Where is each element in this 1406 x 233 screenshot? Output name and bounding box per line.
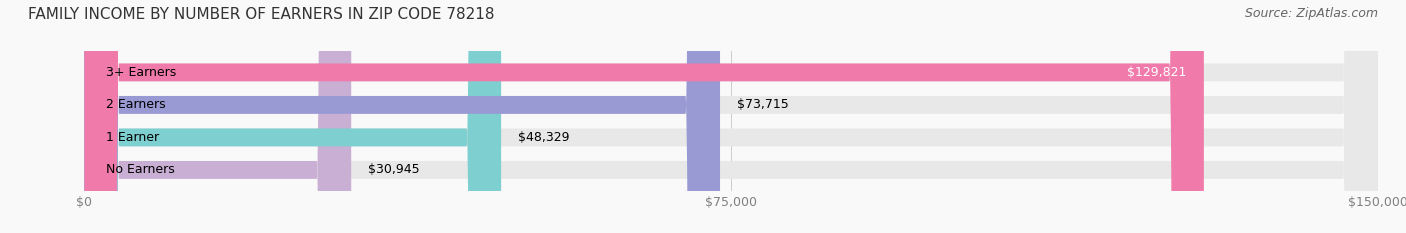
Text: No Earners: No Earners — [105, 163, 174, 176]
Text: $48,329: $48,329 — [519, 131, 569, 144]
FancyBboxPatch shape — [84, 0, 1378, 233]
FancyBboxPatch shape — [84, 0, 501, 233]
FancyBboxPatch shape — [84, 0, 720, 233]
Text: $73,715: $73,715 — [737, 98, 789, 111]
FancyBboxPatch shape — [84, 0, 1378, 233]
Text: FAMILY INCOME BY NUMBER OF EARNERS IN ZIP CODE 78218: FAMILY INCOME BY NUMBER OF EARNERS IN ZI… — [28, 7, 495, 22]
Text: 3+ Earners: 3+ Earners — [105, 66, 176, 79]
Text: $129,821: $129,821 — [1128, 66, 1187, 79]
Text: $30,945: $30,945 — [368, 163, 420, 176]
Text: 2 Earners: 2 Earners — [105, 98, 166, 111]
Text: Source: ZipAtlas.com: Source: ZipAtlas.com — [1244, 7, 1378, 20]
FancyBboxPatch shape — [84, 0, 1378, 233]
FancyBboxPatch shape — [84, 0, 352, 233]
FancyBboxPatch shape — [84, 0, 1378, 233]
Text: 1 Earner: 1 Earner — [105, 131, 159, 144]
FancyBboxPatch shape — [84, 0, 1204, 233]
